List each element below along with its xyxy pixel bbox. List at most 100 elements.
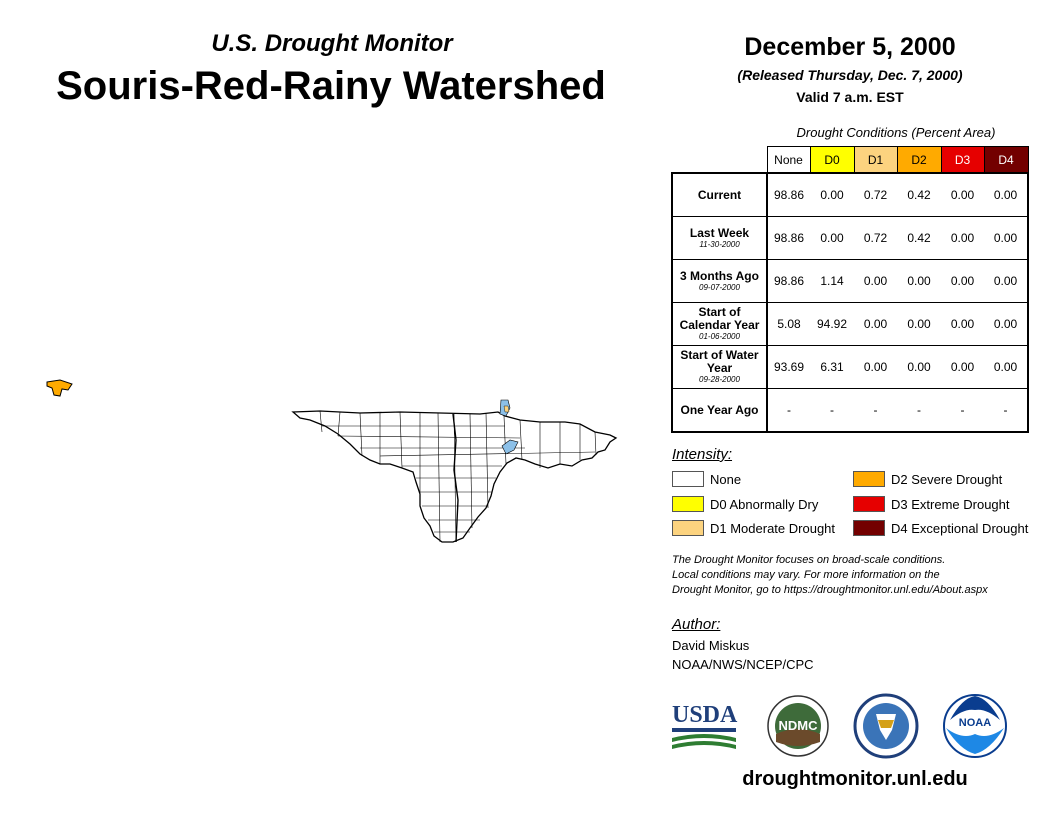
table-cell: 0.00 — [984, 345, 1029, 389]
table-row: One Year Ago - - - - - - — [671, 388, 1029, 433]
author-heading: Author: — [672, 616, 721, 633]
legend-swatch — [672, 520, 704, 536]
valid-time: Valid 7 a.m. EST — [796, 89, 904, 105]
table-cell: 0.00 — [897, 259, 941, 303]
ndmc-logo-text: NDMC — [779, 718, 819, 733]
row-date: 09-28-2000 — [699, 375, 740, 384]
table-cell: - — [941, 388, 984, 433]
legend-swatch — [853, 496, 885, 512]
disclaimer-note: The Drought Monitor focuses on broad-sca… — [672, 553, 1052, 598]
table-cell: 0.42 — [897, 216, 941, 260]
table-cell: 1.14 — [810, 259, 854, 303]
legend-label: D1 Moderate Drought — [710, 520, 836, 536]
legend-label: D0 Abnormally Dry — [710, 496, 819, 512]
row-label: 3 Months Ago — [680, 268, 759, 283]
red-river — [452, 413, 459, 543]
drought-spot-north — [503, 405, 510, 413]
map-title: Souris-Red-Rainy Watershed — [56, 64, 606, 108]
legend-item-d2: D2 Severe Drought — [853, 471, 1002, 487]
legend-item-d4: D4 Exceptional Drought — [853, 520, 1028, 536]
table-cell: 0.00 — [941, 259, 984, 303]
table-cell: 0.00 — [854, 259, 897, 303]
lake-east — [501, 439, 519, 455]
table-cell: 93.69 — [767, 345, 810, 389]
legend-title: Intensity: — [672, 446, 733, 463]
legend-label: D3 Extreme Drought — [891, 496, 1010, 512]
col-header: D2 — [896, 146, 942, 174]
table-cell: - — [897, 388, 941, 433]
legend-item-d1: D1 Moderate Drought — [672, 520, 835, 536]
website-url[interactable]: droughtmonitor.unl.edu — [742, 768, 968, 790]
col-header: D4 — [983, 146, 1029, 174]
table-cell: 0.00 — [941, 172, 984, 217]
table-cell: 94.92 — [810, 302, 854, 346]
noaa-logo-text: NOAA — [959, 717, 991, 729]
table-cell: 0.00 — [854, 302, 897, 346]
col-header: D1 — [853, 146, 898, 174]
drought-conditions-table: None D0 D1 D2 D3 D4 Current 98.86 0.00 0… — [671, 146, 1029, 433]
table-cell: 0.00 — [897, 302, 941, 346]
table-cell: 98.86 — [767, 216, 810, 260]
table-cell: 6.31 — [810, 345, 854, 389]
noaa-logo: NOAA — [943, 694, 1007, 758]
table-cell: 0.00 — [984, 259, 1029, 303]
table-cell: 0.72 — [854, 172, 897, 217]
table-cell: 0.00 — [941, 345, 984, 389]
conditions-caption: Drought Conditions (Percent Area) — [796, 125, 996, 140]
isolated-drought-area — [46, 379, 73, 397]
table-cell: 0.00 — [941, 216, 984, 260]
legend-item-none: None — [672, 471, 741, 487]
legend-swatch — [853, 520, 885, 536]
table-cell: 0.42 — [897, 172, 941, 217]
table-row: Current 98.86 0.00 0.72 0.42 0.00 0.00 — [671, 172, 1029, 217]
table-cell: - — [810, 388, 854, 433]
note-line: The Drought Monitor focuses on broad-sca… — [672, 554, 946, 566]
release-date: (Released Thursday, Dec. 7, 2000) — [737, 67, 963, 83]
table-cell: 0.00 — [984, 216, 1029, 260]
author-organization: NOAA/NWS/NCEP/CPC — [672, 657, 814, 672]
usda-logo-text: USDA — [672, 702, 738, 728]
watershed-map — [46, 379, 618, 543]
row-label: Current — [697, 187, 742, 202]
legend-item-d0: D0 Abnormally Dry — [672, 496, 818, 512]
agency-logos: USDA NDMC NOAA — [672, 693, 1007, 759]
table-row: Start of Water Year 09-28-2000 93.69 6.31… — [671, 345, 1029, 389]
table-cell: - — [854, 388, 897, 433]
note-line: Local conditions may vary. For more info… — [672, 569, 940, 581]
table-cell: - — [984, 388, 1029, 433]
legend-label: None — [710, 471, 742, 487]
table-row: 3 Months Ago 09-07-2000 98.86 1.14 0.00 0… — [671, 259, 1029, 303]
col-header: D0 — [809, 146, 855, 174]
table-cell: - — [767, 388, 810, 433]
usda-logo: USDA — [672, 702, 738, 749]
county-lines — [319, 410, 597, 543]
legend-label: D4 Exceptional Drought — [891, 520, 1029, 536]
table-row: Start of Calendar Year 01-06-2000 5.08 94… — [671, 302, 1029, 346]
legend-swatch — [853, 471, 885, 487]
row-date: 09-07-2000 — [699, 282, 740, 292]
row-date: 01-06-2000 — [699, 332, 740, 341]
row-label: Start of Water Year — [680, 348, 759, 375]
table-cell: 0.00 — [854, 345, 897, 389]
legend-swatch — [672, 496, 704, 512]
row-date: 11-30-2000 — [699, 239, 740, 249]
table-cell: 0.00 — [941, 302, 984, 346]
row-label: Last Week — [689, 225, 750, 240]
table-header-row: None D0 D1 D2 D3 D4 — [672, 146, 1029, 174]
col-header: None — [766, 146, 811, 174]
table-cell: 0.00 — [984, 302, 1029, 346]
legend-swatch — [672, 471, 704, 487]
report-date: December 5, 2000 — [744, 33, 956, 61]
table-cell: 98.86 — [767, 259, 810, 303]
table-cell: 98.86 — [767, 172, 810, 217]
col-header: D3 — [940, 146, 985, 174]
legend-label: D2 Severe Drought — [891, 471, 1003, 487]
row-label: One Year Ago — [680, 402, 759, 417]
table-cell: 5.08 — [767, 302, 810, 346]
table-cell: 0.00 — [897, 345, 941, 389]
author-name: David Miskus — [672, 638, 750, 653]
table-row: Last Week 11-30-2000 98.86 0.00 0.72 0.42… — [671, 216, 1029, 260]
note-line: Drought Monitor, go to https://droughtmo… — [672, 584, 988, 596]
row-label: Start of Calendar Year — [679, 305, 760, 332]
table-cell: 0.72 — [854, 216, 897, 260]
